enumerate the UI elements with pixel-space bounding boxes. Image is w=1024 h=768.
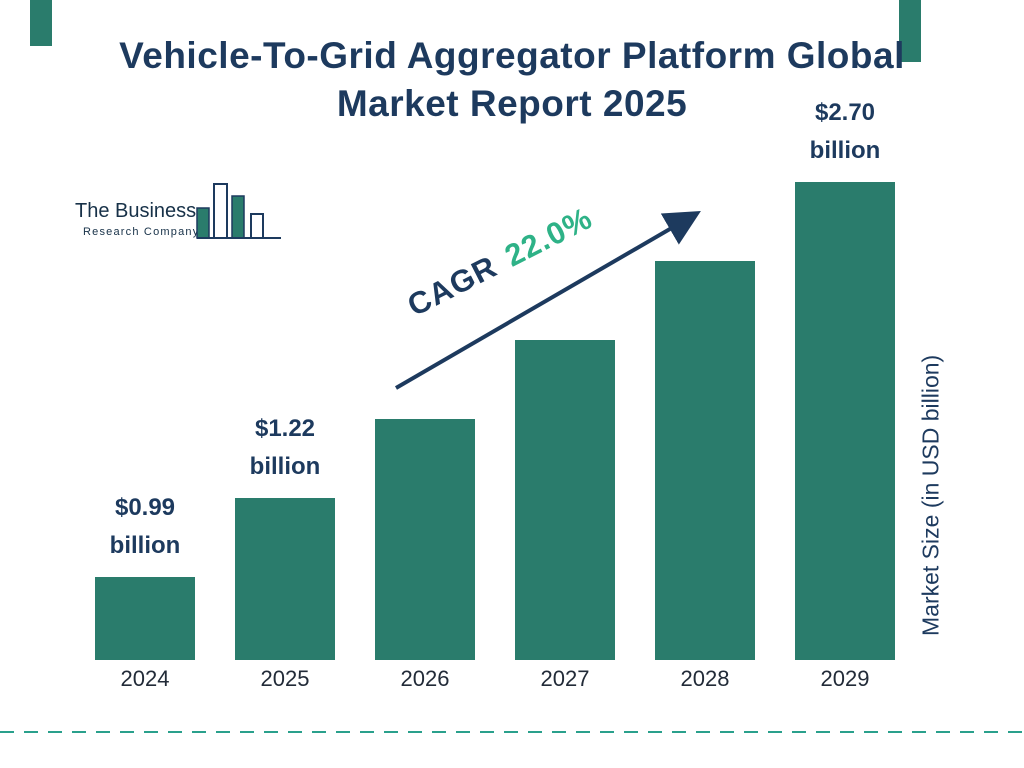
y-axis-label: Market Size (in USD billion) <box>917 354 944 636</box>
bar-2028 <box>655 261 755 660</box>
x-tick-2025: 2025 <box>260 666 310 691</box>
x-tick-2029: 2029 <box>820 666 870 691</box>
value-label-2029: $2.70 billion <box>809 99 881 164</box>
bottom-dashed-divider <box>0 731 1024 733</box>
x-tick-2028: 2028 <box>680 666 730 691</box>
corner-accent-top-left <box>30 0 52 46</box>
logo-name: The Business <box>75 200 197 222</box>
company-logo: The Business Research Company <box>75 183 281 239</box>
cagr-value: 22.0% <box>499 200 598 274</box>
value-label-2025: $1.22 billion <box>249 415 321 480</box>
bar-2026 <box>375 419 475 660</box>
bar-2025 <box>235 498 335 660</box>
cagr-label: CAGR22.0% <box>402 200 598 324</box>
page-title-line2: Market Report 2025 <box>336 83 688 124</box>
bar-2027 <box>515 340 615 660</box>
logo-bars-icon <box>196 183 281 239</box>
x-tick-2026: 2026 <box>400 666 450 691</box>
corner-accent-top-right <box>899 0 921 62</box>
value-label-2024: $0.99 billion <box>109 494 181 559</box>
x-tick-2024: 2024 <box>120 666 170 691</box>
bar-2029 <box>795 182 895 660</box>
logo-subname: Research Company <box>83 226 200 238</box>
page-title-line1: Vehicle-To-Grid Aggregator Platform Glob… <box>119 35 905 76</box>
bar-2024 <box>95 577 195 660</box>
cagr-prefix: CAGR <box>401 248 503 324</box>
x-tick-2027: 2027 <box>540 666 590 691</box>
page-title: Vehicle-To-Grid Aggregator Platform Glob… <box>0 32 1024 128</box>
